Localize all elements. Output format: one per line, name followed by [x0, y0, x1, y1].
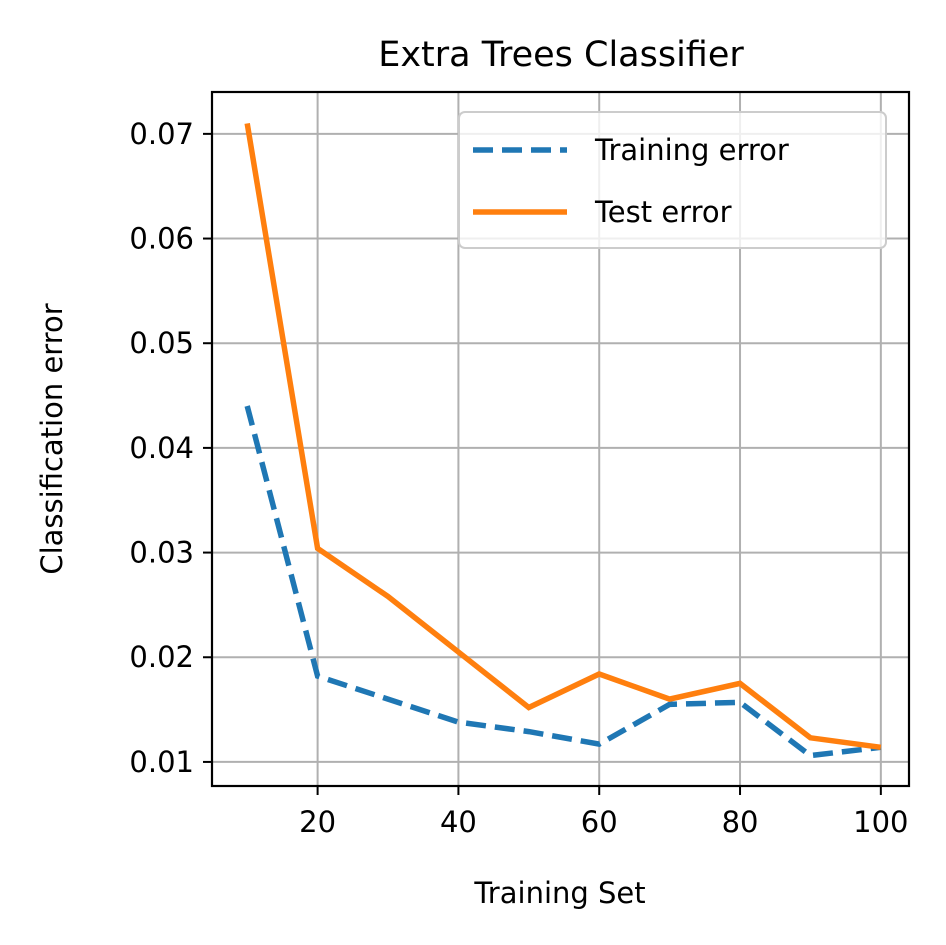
y-axis-title: Classification error	[35, 303, 69, 574]
legend: Training error Test error	[458, 111, 887, 249]
y-tick-label: 0.04	[129, 431, 194, 465]
x-tick-label: 100	[853, 805, 908, 839]
y-tick-label: 0.03	[129, 536, 194, 570]
y-tick-label: 0.05	[129, 326, 194, 360]
series-layer	[244, 122, 882, 759]
legend-label-2: Test error	[594, 195, 732, 229]
y-tick-label: 0.02	[129, 640, 194, 674]
x-tick-label: 60	[581, 805, 618, 839]
x-axis-title: Training Set	[473, 876, 645, 910]
series-line-1	[244, 405, 882, 759]
plot-frame	[210, 90, 911, 788]
legend-label-1: Training error	[594, 133, 789, 167]
chart-title: Extra Trees Classifier	[378, 35, 744, 75]
x-axis: 20 40 60 80 100	[299, 786, 909, 839]
series-line-2	[244, 122, 882, 751]
x-tick-label: 80	[722, 805, 759, 839]
y-tick-label: 0.01	[129, 745, 194, 779]
y-tick-label: 0.06	[129, 222, 194, 256]
y-axis: 0.01 0.02 0.03 0.04 0.05 0.06 0.07	[129, 117, 212, 779]
x-tick-label: 20	[299, 805, 336, 839]
x-tick-label: 40	[440, 805, 477, 839]
y-tick-label: 0.07	[129, 117, 194, 151]
